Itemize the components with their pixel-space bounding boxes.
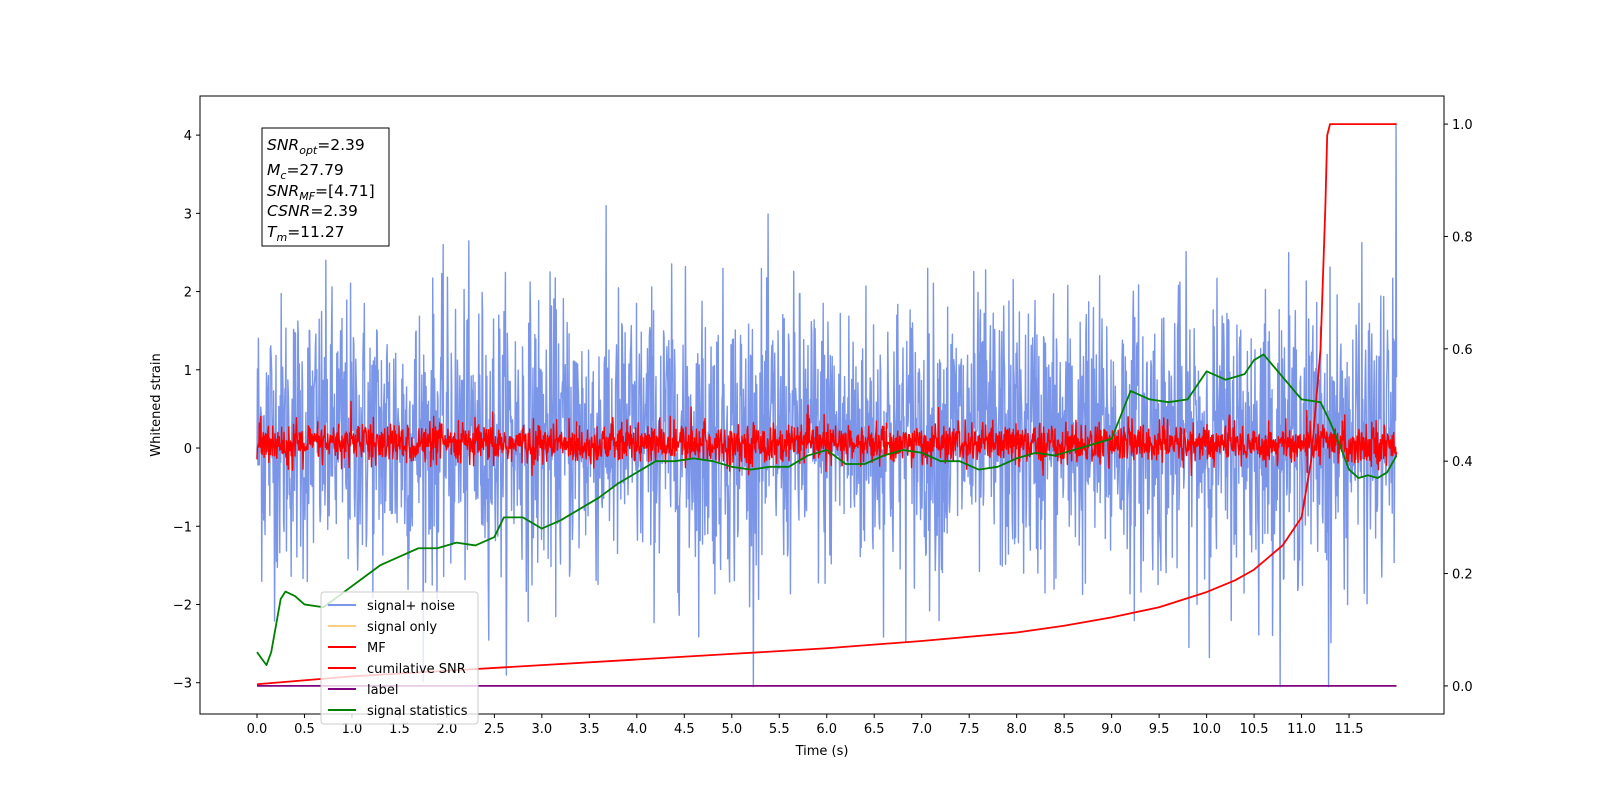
x-tick-label: 7.0: [911, 722, 932, 737]
y2-tick-label: 0.2: [1452, 568, 1473, 583]
y-tick-label: −2: [173, 598, 192, 613]
x-tick-label: 8.0: [1006, 722, 1027, 737]
y-tick-label: 2: [184, 286, 192, 301]
x-axis-label: Time (s): [795, 744, 849, 759]
y-tick-label: −1: [173, 520, 192, 535]
x-tick-label: 9.5: [1149, 722, 1170, 737]
x-tick-label: 6.0: [816, 722, 837, 737]
y-tick-label: 3: [184, 207, 192, 222]
legend-label: signal statistics: [367, 704, 468, 719]
series-signal-noise: [256, 122, 1398, 688]
x-tick-label: 4.0: [626, 722, 647, 737]
series-signal-statistics: [256, 353, 1398, 667]
x-tick-label: 1.5: [389, 722, 410, 737]
annotation-snr-opt: SNRopt=2.39: [267, 136, 365, 157]
y-axis-left: −3 −2 −1 0 1 2 3 4: [173, 129, 200, 692]
x-tick-label: 0.5: [294, 722, 315, 737]
x-tick-label: 11.5: [1335, 722, 1364, 737]
annotation-mc: Mc=27.79: [267, 161, 344, 182]
x-tick-label: 3.0: [532, 722, 553, 737]
annotation-box: SNRopt=2.39 Mc=27.79 SNRMF=[4.71] CSNR=2…: [261, 127, 390, 247]
series-cumilative-snr: [256, 123, 1397, 686]
x-tick-label: 5.0: [721, 722, 742, 737]
x-tick-label: 7.5: [959, 722, 980, 737]
y-axis-right: 0.0 0.2 0.4 0.6 0.8 1.0: [1444, 118, 1473, 695]
x-tick-label: 4.5: [674, 722, 695, 737]
legend-label: cumilative SNR: [367, 662, 466, 677]
x-tick-label: 6.5: [864, 722, 885, 737]
legend: signal+ noise signal only MF cumilative SNR…: [320, 591, 479, 725]
x-tick-label: 0.0: [247, 722, 268, 737]
annotation-csnr: CSNR=2.39: [267, 202, 358, 220]
legend-label: label: [367, 683, 398, 698]
y-tick-label: 0: [184, 442, 192, 457]
x-tick-label: 2.0: [437, 722, 458, 737]
y2-tick-label: 1.0: [1452, 118, 1473, 133]
y2-tick-label: 0.4: [1452, 455, 1473, 470]
x-tick-label: 11.0: [1287, 722, 1316, 737]
legend-label: MF: [367, 641, 386, 656]
x-tick-label: 1.0: [342, 722, 363, 737]
x-axis: 0.0 0.5 1.0 1.5 2.0 2.5 3.0 3.5 4.0 4.5 5.0 5.5 6.0 6…: [247, 714, 1364, 737]
x-tick-label: 9.0: [1101, 722, 1122, 737]
y-tick-label: 4: [184, 129, 192, 144]
y-tick-label: −3: [173, 677, 192, 692]
legend-label: signal only: [367, 620, 437, 635]
y-axis-label: Whitened strain: [149, 353, 164, 456]
x-tick-label: 10.5: [1240, 722, 1269, 737]
annotation-snr-mf: SNRMF=[4.71]: [267, 182, 375, 203]
legend-label: signal+ noise: [367, 599, 455, 614]
annotation-tm: Tm=11.27: [267, 223, 345, 244]
plot-frame: [199, 95, 1445, 715]
x-tick-label: 2.5: [484, 722, 505, 737]
x-tick-label: 8.5: [1054, 722, 1075, 737]
y2-tick-label: 0.6: [1452, 343, 1473, 358]
x-tick-label: 10.0: [1192, 722, 1221, 737]
series-mf: [256, 400, 1398, 477]
x-tick-label: 3.5: [579, 722, 600, 737]
x-tick-label: 5.5: [769, 722, 790, 737]
y2-tick-label: 0.0: [1452, 680, 1473, 695]
y-tick-label: 1: [184, 364, 192, 379]
y2-tick-label: 0.8: [1452, 230, 1473, 245]
